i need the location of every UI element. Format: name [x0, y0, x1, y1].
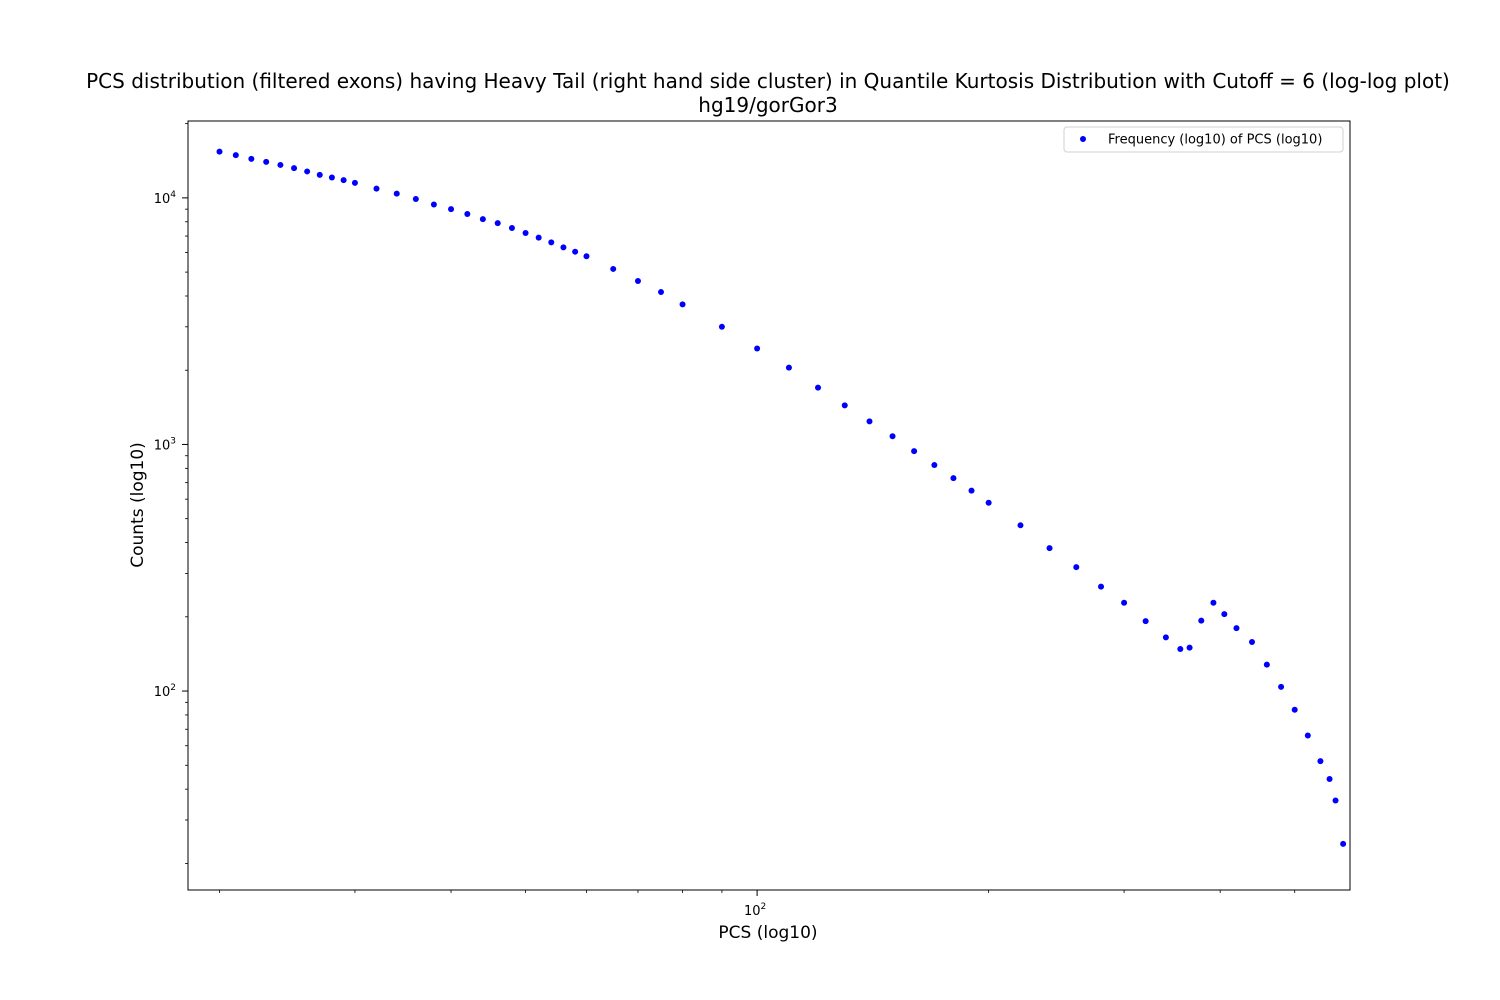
data-point — [1162, 634, 1169, 641]
data-point — [448, 206, 455, 213]
legend-label: Frequency (log10) of PCS (log10) — [1108, 133, 1322, 148]
data-point — [1142, 618, 1149, 625]
data-point — [373, 185, 380, 192]
x-tick-label: 102 — [744, 902, 766, 919]
y-axis: 102 103 104 — [154, 123, 188, 864]
legend: Frequency (log10) of PCS (log10) — [1063, 126, 1344, 153]
data-point — [232, 152, 239, 159]
data-point — [522, 230, 529, 237]
data-point — [785, 364, 792, 371]
data-point — [1304, 732, 1311, 739]
data-point — [1177, 646, 1184, 653]
data-point — [572, 248, 579, 255]
data-point — [931, 462, 938, 469]
data-point — [560, 244, 567, 251]
data-point — [1221, 611, 1228, 618]
data-point — [815, 384, 822, 391]
data-point — [1291, 706, 1298, 713]
plot-frame — [187, 120, 1351, 891]
data-point — [248, 155, 255, 162]
y-tick-label: 102 — [154, 683, 176, 700]
data-point — [304, 168, 311, 175]
data-point — [1326, 775, 1333, 782]
data-point — [535, 234, 542, 241]
data-point — [263, 158, 270, 165]
data-point — [216, 148, 223, 155]
data-point — [508, 224, 515, 231]
chart-title: PCS distribution (filtered exons) having… — [86, 69, 1450, 93]
data-point — [1233, 625, 1240, 632]
data-point — [316, 171, 323, 178]
y-axis-label: Counts (log10) — [128, 442, 148, 568]
data-point — [464, 211, 471, 218]
data-point — [1263, 661, 1270, 668]
data-point — [679, 301, 686, 308]
data-point — [412, 195, 419, 202]
data-point — [1317, 758, 1324, 765]
data-point — [610, 265, 617, 272]
data-point — [494, 220, 501, 227]
data-point — [548, 239, 555, 246]
legend-box — [1063, 126, 1344, 153]
data-point — [430, 201, 437, 208]
data-point — [1249, 639, 1256, 646]
data-point — [1098, 583, 1105, 590]
data-point — [1186, 644, 1193, 651]
data-point — [1278, 683, 1285, 690]
chart-subtitle: hg19/gorGor3 — [698, 93, 837, 117]
data-point — [1340, 840, 1347, 847]
data-point — [658, 289, 665, 296]
plot-area — [187, 120, 1351, 891]
data-point — [841, 402, 848, 409]
y-tick-label: 104 — [154, 190, 177, 207]
data-point — [1121, 599, 1128, 606]
data-point — [950, 475, 957, 482]
data-point — [754, 345, 761, 352]
data-point — [583, 253, 590, 260]
data-point — [968, 487, 975, 494]
data-point — [889, 433, 896, 440]
data-point — [291, 165, 298, 172]
data-point — [866, 418, 873, 425]
y-tick-label: 103 — [154, 436, 176, 453]
data-point — [393, 190, 400, 197]
x-axis-label: PCS (log10) — [718, 923, 817, 943]
scatter-points — [216, 148, 1347, 847]
data-point — [277, 161, 284, 168]
data-point — [351, 179, 358, 186]
data-point — [985, 499, 992, 506]
data-point — [911, 448, 918, 455]
data-point — [1210, 599, 1217, 606]
data-point — [1017, 522, 1024, 529]
data-point — [1046, 545, 1053, 552]
data-point — [479, 216, 486, 223]
data-point — [1198, 617, 1205, 624]
data-point — [634, 278, 641, 285]
legend-marker — [1080, 136, 1086, 142]
data-point — [328, 174, 335, 181]
data-point — [718, 323, 725, 330]
x-axis: 102 — [219, 890, 1296, 919]
data-point — [1332, 797, 1339, 804]
data-point — [340, 177, 347, 184]
data-point — [1073, 564, 1080, 571]
